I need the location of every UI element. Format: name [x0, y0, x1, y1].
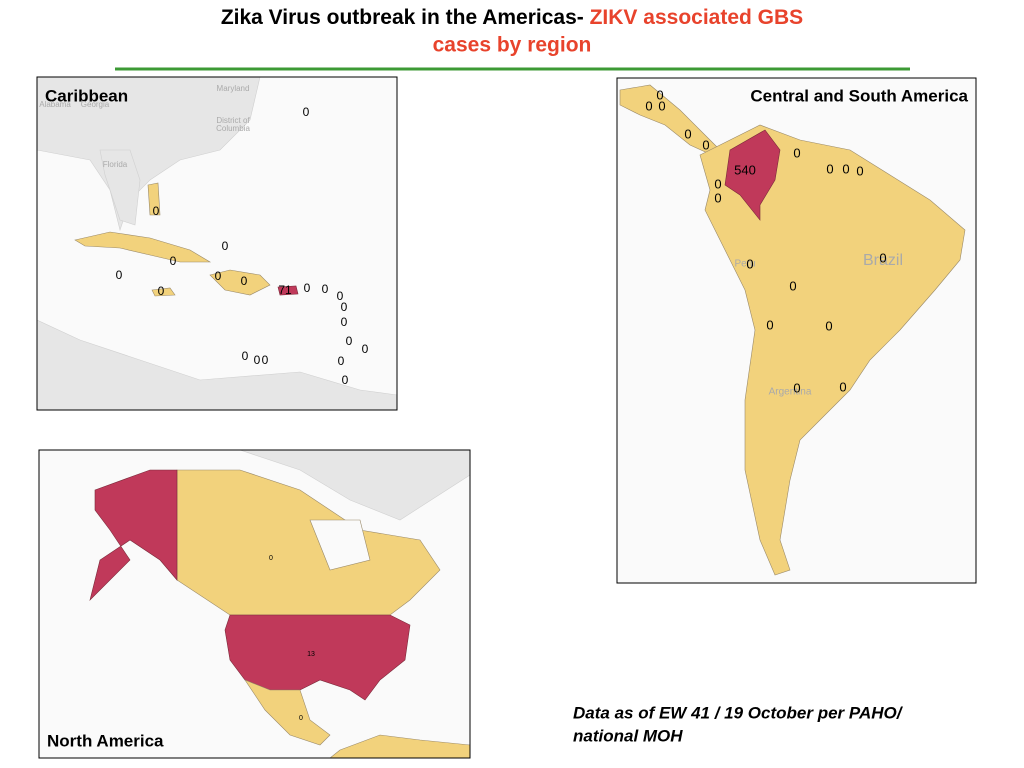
- case-count: 540: [734, 162, 756, 177]
- caribbean-map: [37, 77, 397, 410]
- title-black: Zika Virus outbreak in the Americas-: [221, 6, 590, 29]
- case-count: 0: [842, 161, 849, 176]
- case-count: 0: [714, 176, 721, 191]
- place-name: Columbia: [216, 124, 250, 133]
- place-name: Georgia: [81, 100, 110, 109]
- case-count: 0: [362, 342, 369, 356]
- panel-label: Central and South America: [750, 86, 968, 105]
- case-count: 0: [839, 379, 846, 394]
- case-count: 0: [116, 268, 123, 282]
- title-red: ZIKV associated GBS: [590, 6, 804, 29]
- case-count: 0: [269, 555, 273, 562]
- case-count: 0: [299, 715, 303, 722]
- case-count: 0: [746, 256, 753, 271]
- case-count: 0: [766, 317, 773, 332]
- south-america-map: [617, 78, 976, 583]
- case-count: 0: [656, 87, 663, 102]
- panel-frame: [38, 449, 471, 759]
- case-count: 0: [341, 315, 348, 329]
- panel-frame: [616, 77, 977, 584]
- case-count: 0: [645, 98, 652, 113]
- case-count: 0: [346, 334, 353, 348]
- case-count: 0: [714, 190, 721, 205]
- place-name: Argentina: [769, 387, 812, 398]
- case-count: 0: [303, 105, 310, 119]
- panel-frame: [36, 76, 398, 411]
- case-count: 0: [856, 163, 863, 178]
- place-name: Maryland: [217, 84, 250, 93]
- case-count: 0: [702, 137, 709, 152]
- north-america-map: [39, 450, 470, 758]
- case-count: 0: [241, 274, 248, 288]
- panel-label: North America: [47, 731, 164, 750]
- case-count: 0: [158, 284, 165, 298]
- place-name: Alabama: [39, 100, 71, 109]
- case-count: 0: [222, 239, 229, 253]
- case-count: 13: [307, 651, 315, 658]
- title-red-2: cases by region: [433, 34, 592, 57]
- place-name: Peru: [734, 259, 755, 270]
- case-count: 0: [342, 373, 349, 387]
- case-count: 0: [170, 254, 177, 268]
- case-count: 0: [684, 126, 691, 141]
- case-count: 0: [338, 354, 345, 368]
- case-count: 0: [215, 269, 222, 283]
- place-name: District of: [216, 116, 250, 125]
- case-count: 0: [153, 204, 160, 218]
- case-count: 0: [254, 353, 261, 367]
- case-count: 0: [825, 318, 832, 333]
- case-count: 0: [341, 300, 348, 314]
- case-count: 0: [826, 161, 833, 176]
- case-count: 0: [793, 145, 800, 160]
- case-count: 0: [304, 281, 311, 295]
- case-count: 0: [789, 278, 796, 293]
- panel-label: Caribbean: [45, 86, 128, 105]
- footnote: national MOH: [573, 726, 683, 745]
- case-count: 0: [337, 289, 344, 303]
- case-count: 71: [278, 283, 292, 297]
- case-count: 0: [793, 380, 800, 395]
- case-count: 0: [262, 353, 269, 367]
- case-count: 0: [879, 250, 886, 265]
- title: Zika Virus outbreak in the Americas- ZIK…: [221, 6, 803, 29]
- case-count: 0: [242, 349, 249, 363]
- place-name: Brazil: [863, 252, 903, 269]
- place-name: Florida: [103, 160, 128, 169]
- case-count: 0: [322, 282, 329, 296]
- footnote: Data as of EW 41 / 19 October per PAHO/: [573, 703, 904, 722]
- case-count: 0: [658, 98, 665, 113]
